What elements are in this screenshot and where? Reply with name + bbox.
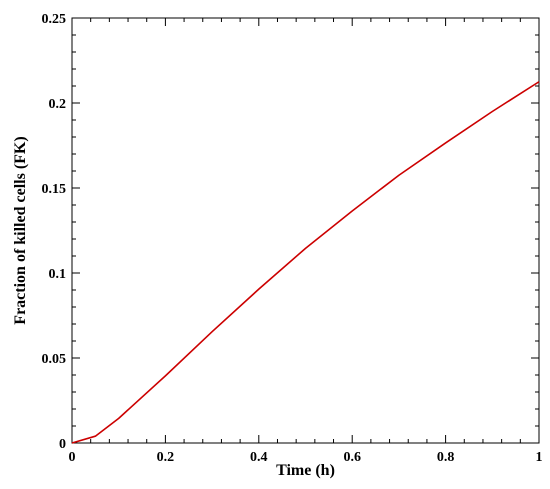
- series-group: [71, 81, 540, 444]
- x-axis-label: Time (h): [276, 462, 335, 479]
- plot-frame: [71, 17, 540, 444]
- axis-ticks: [71, 17, 540, 444]
- tick-labels: 0 0.2 0.4 0.6 0.8 1 0 0.05 0.1 0.15 0.2 0.25: [42, 12, 543, 465]
- x-tick-label: 0.2: [157, 450, 175, 465]
- y-tick-label: 0.2: [49, 97, 67, 112]
- x-tick-label: 0.4: [250, 450, 268, 465]
- y-tick-label: 0.05: [42, 352, 67, 367]
- y-tick-label: 0.1: [49, 267, 67, 282]
- x-tick-label: 0.8: [437, 450, 455, 465]
- x-tick-label: 1: [536, 450, 543, 465]
- y-tick-label: 0: [59, 437, 66, 452]
- x-tick-label: 0.6: [343, 450, 361, 465]
- x-tick-label: 0: [69, 450, 76, 465]
- y-tick-label: 0.15: [42, 182, 67, 197]
- y-tick-label: 0.25: [42, 12, 67, 27]
- series-line: [71, 81, 540, 444]
- y-axis-label: Fraction of killed cells (FK): [12, 136, 29, 324]
- plot-area: [71, 17, 540, 444]
